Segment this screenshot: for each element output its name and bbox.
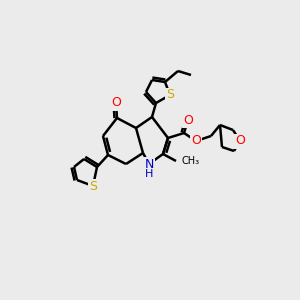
Text: O: O (191, 134, 201, 148)
Text: O: O (183, 113, 193, 127)
Text: H: H (145, 169, 153, 179)
Text: S: S (89, 179, 97, 193)
Text: S: S (166, 88, 174, 101)
Text: CH₃: CH₃ (181, 156, 199, 166)
Text: O: O (235, 134, 245, 148)
Text: O: O (111, 97, 121, 110)
Text: N: N (144, 158, 154, 170)
